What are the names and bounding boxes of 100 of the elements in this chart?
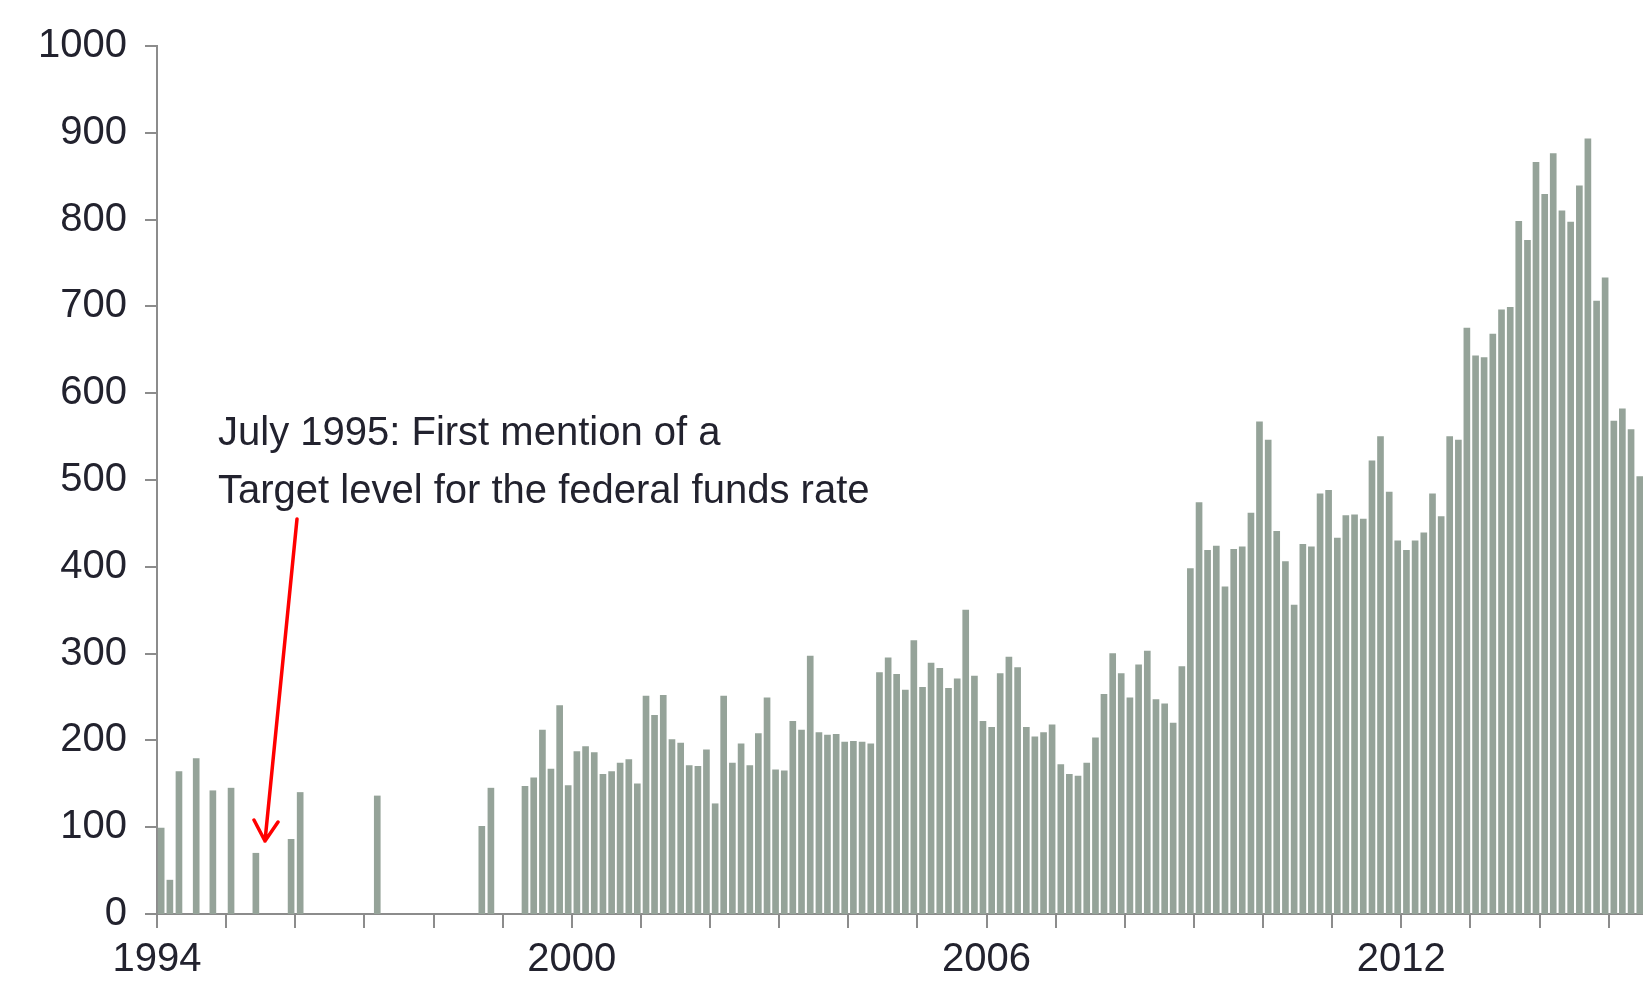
bar <box>919 687 926 914</box>
bar <box>1593 300 1600 914</box>
bar <box>1152 699 1160 914</box>
bar <box>1342 515 1350 914</box>
bar <box>1333 537 1341 914</box>
bar <box>1065 773 1073 914</box>
y-tick-label: 600 <box>60 368 127 413</box>
bar <box>996 673 1004 914</box>
bar <box>806 655 814 914</box>
bar <box>1429 493 1436 914</box>
bar <box>1567 221 1574 914</box>
bar <box>1195 502 1203 914</box>
bar <box>858 741 866 914</box>
y-tick-label: 200 <box>60 715 127 760</box>
bar <box>1023 727 1030 914</box>
bar <box>1092 737 1099 914</box>
bar <box>1109 653 1117 914</box>
bar <box>1074 775 1082 914</box>
bar <box>737 743 745 914</box>
bar <box>547 768 555 914</box>
bar <box>192 758 200 914</box>
bar <box>1014 667 1021 914</box>
bar <box>1031 736 1039 914</box>
bar <box>1472 355 1479 914</box>
bar <box>927 662 935 914</box>
bar <box>1610 420 1618 914</box>
bar <box>1247 512 1255 914</box>
bar <box>608 771 615 914</box>
bar <box>1048 724 1056 914</box>
bar <box>1204 549 1211 914</box>
bar <box>616 762 624 914</box>
bar <box>521 786 529 914</box>
bar <box>1524 240 1531 914</box>
bar <box>296 792 304 914</box>
annotation: July 1995: First mention of a Target level for the federal funds rate <box>218 408 870 513</box>
bar <box>910 640 918 914</box>
y-tick-label: 900 <box>60 107 127 152</box>
bar <box>979 720 987 914</box>
bar <box>556 705 563 914</box>
bar <box>1221 586 1229 914</box>
x-tick-label: 2012 <box>1356 935 1446 980</box>
bar <box>633 783 641 914</box>
bar <box>1480 357 1488 914</box>
bar <box>373 795 381 914</box>
bar <box>694 766 702 914</box>
bar <box>815 732 823 914</box>
bar <box>755 733 762 914</box>
bar <box>798 729 805 914</box>
y-tick-label: 400 <box>60 541 127 586</box>
bar <box>1377 436 1384 914</box>
x-tick-label: 1994 <box>112 935 202 980</box>
bar <box>1117 673 1125 914</box>
bar <box>1489 333 1497 914</box>
bar <box>1541 194 1549 914</box>
bar <box>1040 732 1047 914</box>
y-tick-label: 1000 <box>38 21 127 66</box>
x-tick-label: 2006 <box>942 935 1032 980</box>
bar <box>1558 210 1566 914</box>
y-tick-label: 0 <box>104 889 127 934</box>
bar <box>867 743 875 914</box>
bar <box>1187 568 1194 914</box>
bar <box>1282 561 1289 914</box>
bar <box>1161 703 1168 914</box>
bar <box>945 687 952 914</box>
bar <box>893 674 900 914</box>
bar <box>703 749 710 914</box>
x-tick-label: 2000 <box>527 935 617 980</box>
bar <box>642 695 650 914</box>
bar <box>1584 138 1592 914</box>
bar <box>1532 161 1540 914</box>
bar <box>651 714 658 914</box>
bar <box>227 787 235 914</box>
bar <box>971 675 978 914</box>
bar <box>1498 309 1505 914</box>
bar <box>287 839 295 914</box>
bar <box>1351 514 1358 914</box>
bar <box>564 785 572 914</box>
bar <box>1601 277 1609 914</box>
bar <box>573 751 581 914</box>
bar <box>530 777 538 914</box>
bar <box>1627 429 1635 914</box>
bar <box>746 765 754 914</box>
bar <box>1135 664 1142 914</box>
bar <box>1143 650 1151 914</box>
bar <box>902 689 909 914</box>
bar <box>1178 666 1186 914</box>
bar <box>824 734 831 914</box>
bar <box>1549 153 1557 914</box>
bar <box>1316 493 1324 914</box>
bar <box>1403 549 1410 914</box>
bar <box>1359 518 1367 914</box>
bar <box>1057 764 1065 914</box>
bar <box>539 729 546 914</box>
bar <box>157 827 165 914</box>
bar <box>677 742 685 914</box>
bar <box>478 826 486 914</box>
bar <box>1126 697 1134 914</box>
y-tick-label: 300 <box>60 628 127 673</box>
bar <box>1576 185 1583 914</box>
bar <box>1005 656 1013 914</box>
